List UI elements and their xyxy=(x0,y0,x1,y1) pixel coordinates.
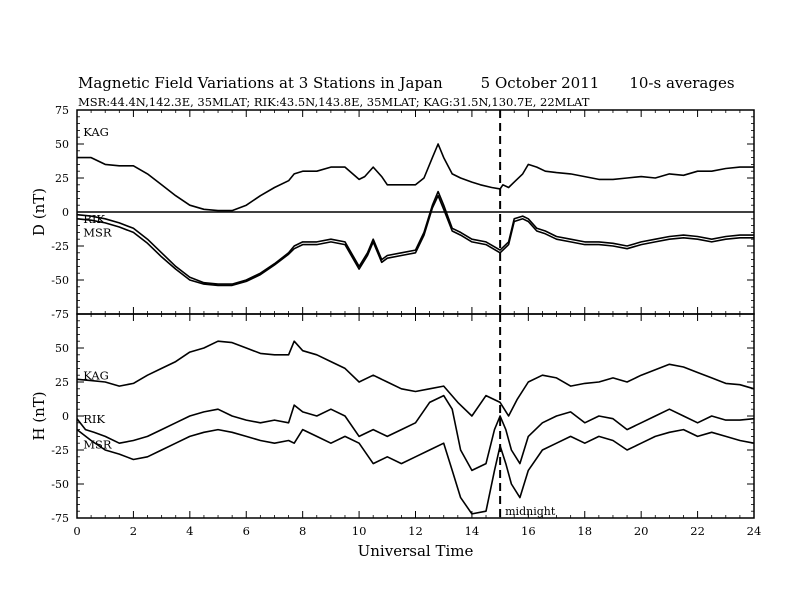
plot-frame-2 xyxy=(76,313,755,519)
y-tick-label: -25 xyxy=(51,444,69,457)
series-line-msr xyxy=(76,428,755,515)
y-tick-label: 25 xyxy=(55,376,69,389)
y-tick-label: 25 xyxy=(55,172,69,185)
series-label-msr: MSR xyxy=(83,438,112,452)
y-axis-label: H (nT) xyxy=(30,391,48,440)
x-tick-label: 0 xyxy=(73,524,80,538)
averaging-label: 10-s averages xyxy=(629,74,735,92)
midnight-annotation: midnight xyxy=(505,505,556,518)
x-tick-label: 2 xyxy=(130,524,137,538)
x-tick-label: 10 xyxy=(352,524,367,538)
y-tick-label: 0 xyxy=(62,410,69,423)
series-label-kag: KAG xyxy=(83,368,109,382)
station-coordinates: MSR:44.4N,142.3E, 35MLAT; RIK:43.5N,143.… xyxy=(78,95,590,109)
x-tick-label: 22 xyxy=(690,524,705,538)
y-tick-label: -25 xyxy=(51,240,69,253)
y-tick-label: 50 xyxy=(55,342,69,355)
chart-date: 5 October 2011 xyxy=(480,74,600,92)
y-tick-label: 50 xyxy=(55,138,69,151)
chart-title-line: Magnetic Field Variations at 3 Stations … xyxy=(78,74,735,92)
x-axis-label: Universal Time xyxy=(358,542,474,560)
series-line-rik xyxy=(76,394,755,472)
series-line-kag xyxy=(77,143,754,212)
y-tick-label: -50 xyxy=(51,274,69,287)
x-tick-label: 14 xyxy=(465,524,480,538)
x-tick-label: 24 xyxy=(747,524,762,538)
series-label-kag: KAG xyxy=(83,125,109,139)
x-tick-label: 8 xyxy=(299,524,306,538)
y-tick-label: 0 xyxy=(62,206,69,219)
series-line-rik xyxy=(76,190,754,285)
x-tick-label: 6 xyxy=(243,524,250,538)
x-tick-label: 20 xyxy=(634,524,649,538)
series-line-msr xyxy=(76,194,754,287)
series-label-rik: RIK xyxy=(83,412,105,426)
y-tick-label: -50 xyxy=(51,478,69,491)
x-tick-label: 4 xyxy=(186,524,193,538)
y-tick-label: -75 xyxy=(51,308,69,321)
series-label-msr: MSR xyxy=(83,225,112,239)
y-tick-label: 75 xyxy=(55,104,69,117)
series-line-kag xyxy=(76,340,755,417)
chart-title: Magnetic Field Variations at 3 Stations … xyxy=(78,74,443,92)
y-axis-label: D (nT) xyxy=(30,188,48,236)
x-tick-label: 12 xyxy=(408,524,423,538)
y-tick-label: -75 xyxy=(51,512,69,525)
series-label-rik: RIK xyxy=(83,212,105,226)
x-tick-label: 18 xyxy=(577,524,592,538)
x-tick-label: 16 xyxy=(521,524,536,538)
